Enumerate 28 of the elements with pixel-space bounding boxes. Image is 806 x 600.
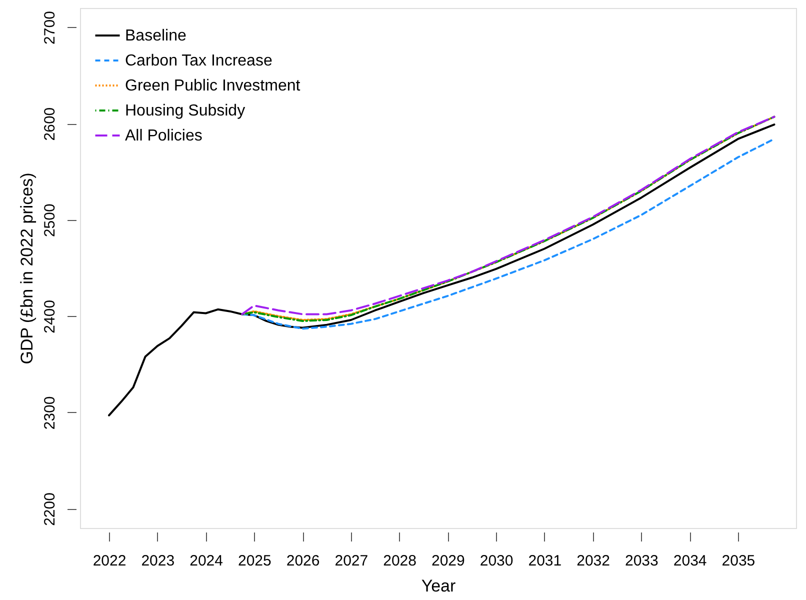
x-tick-label: 2031 [528,552,562,570]
x-tick-label: 2029 [431,552,465,570]
x-tick-label: 2034 [673,552,707,570]
x-tick-label: 2026 [286,552,320,570]
x-tick-label: 2025 [238,552,272,570]
y-tick-label: 2300 [42,396,58,430]
legend-label: All Policies [125,128,202,144]
y-axis-title: GDP (£bn in 2022 prices) [18,172,36,364]
y-tick-label: 2200 [42,492,58,526]
x-tick-label: 2027 [334,552,368,570]
y-tick-label: 2400 [42,300,58,334]
legend-label: Baseline [125,28,186,44]
legend-label: Carbon Tax Increase [125,52,272,70]
y-tick-label: 2700 [42,11,58,44]
x-tick-label: 2028 [383,552,416,570]
x-tick-label: 2032 [576,552,610,570]
x-tick-label: 2024 [190,552,223,570]
y-tick-label: 2600 [42,107,58,141]
line-series [108,124,776,416]
x-tick-label: 2022 [92,552,126,570]
x-tick-label: 2023 [141,552,175,570]
x-tick-label: 2033 [625,552,658,570]
y-tick-label: 2500 [42,204,58,238]
legend-label: Housing Subsidy [125,102,246,120]
x-tick-label: 2035 [722,552,756,570]
x-axis-title: Year [421,576,456,596]
legend-label: Green Public Investment [125,78,301,94]
x-tick-label: 2030 [480,552,514,570]
